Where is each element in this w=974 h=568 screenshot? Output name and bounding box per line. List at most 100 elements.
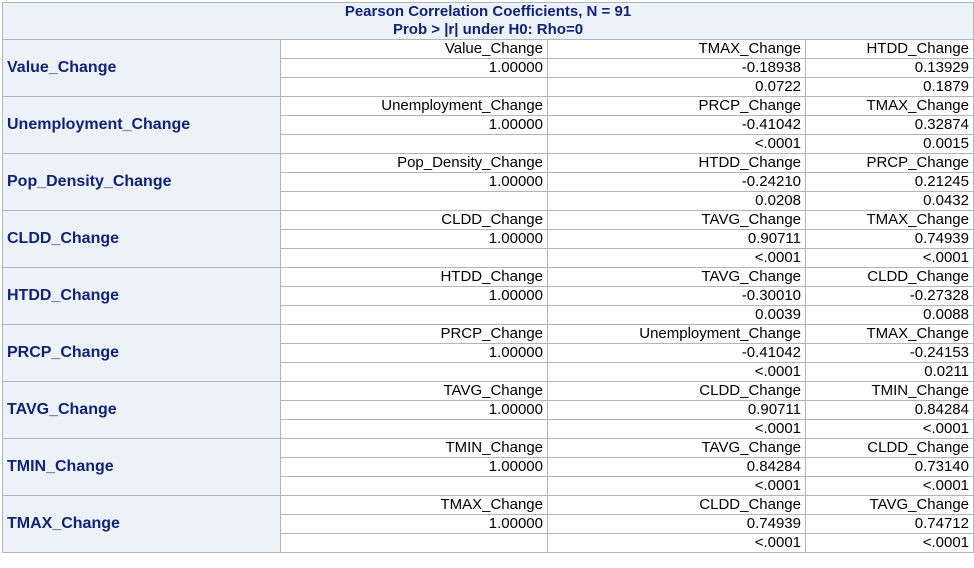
partner-name-cell: TAVG_Change [547,210,806,230]
p-value-cell [280,134,548,154]
partner-name-cell: TMIN_Change [280,438,548,458]
row-variable-header: TAVG_Change [2,381,281,439]
coefficient-cell: 0.84284 [547,457,806,477]
row-variable-header: PRCP_Change [2,324,281,382]
p-value-cell: 0.0208 [547,191,806,211]
coefficient-cell: 0.21245 [805,172,974,192]
partner-name-cell: Value_Change [280,39,548,59]
p-value-cell [280,419,548,439]
p-value-cell: 0.0015 [805,134,974,154]
p-value-cell: <.0001 [805,533,974,553]
coefficient-cell: 1.00000 [280,457,548,477]
coefficient-cell: 0.13929 [805,58,974,78]
partner-name-cell: TMAX_Change [805,324,974,344]
table-row: <.0001 0.0015 [3,134,974,154]
results-frame: Pearson Correlation Coefficients, N = 91… [2,2,974,553]
table-row: 0.0722 0.1879 [3,77,974,97]
p-value-cell [280,305,548,325]
table-row: 1.00000 0.84284 0.73140 [3,457,974,477]
partner-name-cell: HTDD_Change [280,267,548,287]
p-value-cell: 0.0088 [805,305,974,325]
partner-name-cell: TMAX_Change [805,210,974,230]
row-variable-header: HTDD_Change [2,267,281,325]
table-row: CLDD_Change CLDD_Change TAVG_Change TMAX_Ch… [2,210,974,268]
title-line-2: Prob > |r| under H0: Rho=0 [392,21,584,38]
partner-name-cell: TAVG_Change [547,438,806,458]
coefficient-cell: 0.74712 [805,514,974,534]
coefficient-cell: -0.24210 [547,172,806,192]
p-value-cell: <.0001 [805,476,974,496]
partner-name-cell: TAVG_Change [280,381,548,401]
p-value-cell: 0.1879 [805,77,974,97]
table-row: <.0001 <.0001 [3,248,974,268]
partner-name-cell: CLDD_Change [280,210,548,230]
row-variable-header: CLDD_Change [2,210,281,268]
partner-name-cell: CLDD_Change [547,381,806,401]
coefficient-cell: 0.84284 [805,400,974,420]
table-row: TAVG_Change TAVG_Change CLDD_Change TMIN_Ch… [2,381,974,439]
p-value-cell: 0.0211 [805,362,974,382]
partner-name-cell: PRCP_Change [805,153,974,173]
correlation-table: Pearson Correlation Coefficients, N = 91… [2,2,974,553]
p-value-cell: 0.0432 [805,191,974,211]
p-value-cell: <.0001 [547,533,806,553]
coefficient-cell: -0.27328 [805,286,974,306]
p-value-cell: <.0001 [547,362,806,382]
table-row: TMIN_Change TMIN_Change TAVG_Change CLDD_Ch… [2,438,974,496]
table-row: 1.00000 0.90711 0.74939 [3,229,974,249]
partner-name-cell: TMAX_Change [547,39,806,59]
p-value-cell: <.0001 [547,248,806,268]
partner-name-cell: CLDD_Change [547,495,806,515]
coefficient-cell: -0.24153 [805,343,974,363]
coefficient-cell: 1.00000 [280,514,548,534]
coefficient-cell: 1.00000 [280,343,548,363]
p-value-cell: <.0001 [805,248,974,268]
table-row: 1.00000 -0.41042 -0.24153 [3,343,974,363]
p-value-cell [280,77,548,97]
table-row: HTDD_Change HTDD_Change TAVG_Change CLDD_Ch… [2,267,974,325]
partner-name-cell: Pop_Density_Change [280,153,548,173]
correlation-body: Value_Change Value_Change TMAX_Change HTDD_… [2,39,974,553]
table-title: Pearson Correlation Coefficients, N = 91… [2,2,974,40]
p-value-cell: <.0001 [547,134,806,154]
coefficient-cell: 0.90711 [547,400,806,420]
title-line-1: Pearson Correlation Coefficients, N = 91 [344,3,632,21]
table-row: Pop_Density_Change Pop_Density_Change HTDD… [2,153,974,211]
table-row: 0.0208 0.0432 [3,191,974,211]
coefficient-cell: 1.00000 [280,286,548,306]
p-value-cell [280,533,548,553]
table-row: PRCP_Change PRCP_Change Unemployment_Chang… [2,324,974,382]
table-row: <.0001 <.0001 [3,533,974,553]
coefficient-cell: 0.73140 [805,457,974,477]
p-value-cell: <.0001 [805,419,974,439]
p-value-cell [280,476,548,496]
table-row: 1.00000 -0.18938 0.13929 [3,58,974,78]
table-row: Unemployment_Change Unemployment_Change PR… [2,96,974,154]
partner-name-cell: HTDD_Change [547,153,806,173]
partner-name-cell: PRCP_Change [547,96,806,116]
coefficient-cell: 1.00000 [280,172,548,192]
partner-name-cell: Unemployment_Change [280,96,548,116]
row-variable-header: Pop_Density_Change [2,153,281,211]
coefficient-cell: 1.00000 [280,58,548,78]
coefficient-cell: -0.18938 [547,58,806,78]
partner-name-cell: CLDD_Change [805,267,974,287]
partner-name-cell: CLDD_Change [805,438,974,458]
partner-name-cell: TMAX_Change [280,495,548,515]
p-value-cell: <.0001 [547,476,806,496]
coefficient-cell: 0.32874 [805,115,974,135]
row-variable-header: Value_Change [2,39,281,97]
table-row: <.0001 <.0001 [3,419,974,439]
table-row: 1.00000 -0.24210 0.21245 [3,172,974,192]
p-value-cell: 0.0722 [547,77,806,97]
coefficient-cell: -0.41042 [547,343,806,363]
partner-name-cell: HTDD_Change [805,39,974,59]
partner-name-cell: PRCP_Change [280,324,548,344]
coefficient-cell: -0.41042 [547,115,806,135]
partner-name-cell: TMAX_Change [805,96,974,116]
coefficient-cell: 1.00000 [280,115,548,135]
p-value-cell: <.0001 [547,419,806,439]
partner-name-cell: TAVG_Change [547,267,806,287]
table-row: TMAX_Change TMAX_Change CLDD_Change TAVG_Ch… [2,495,974,553]
coefficient-cell: 0.74939 [805,229,974,249]
